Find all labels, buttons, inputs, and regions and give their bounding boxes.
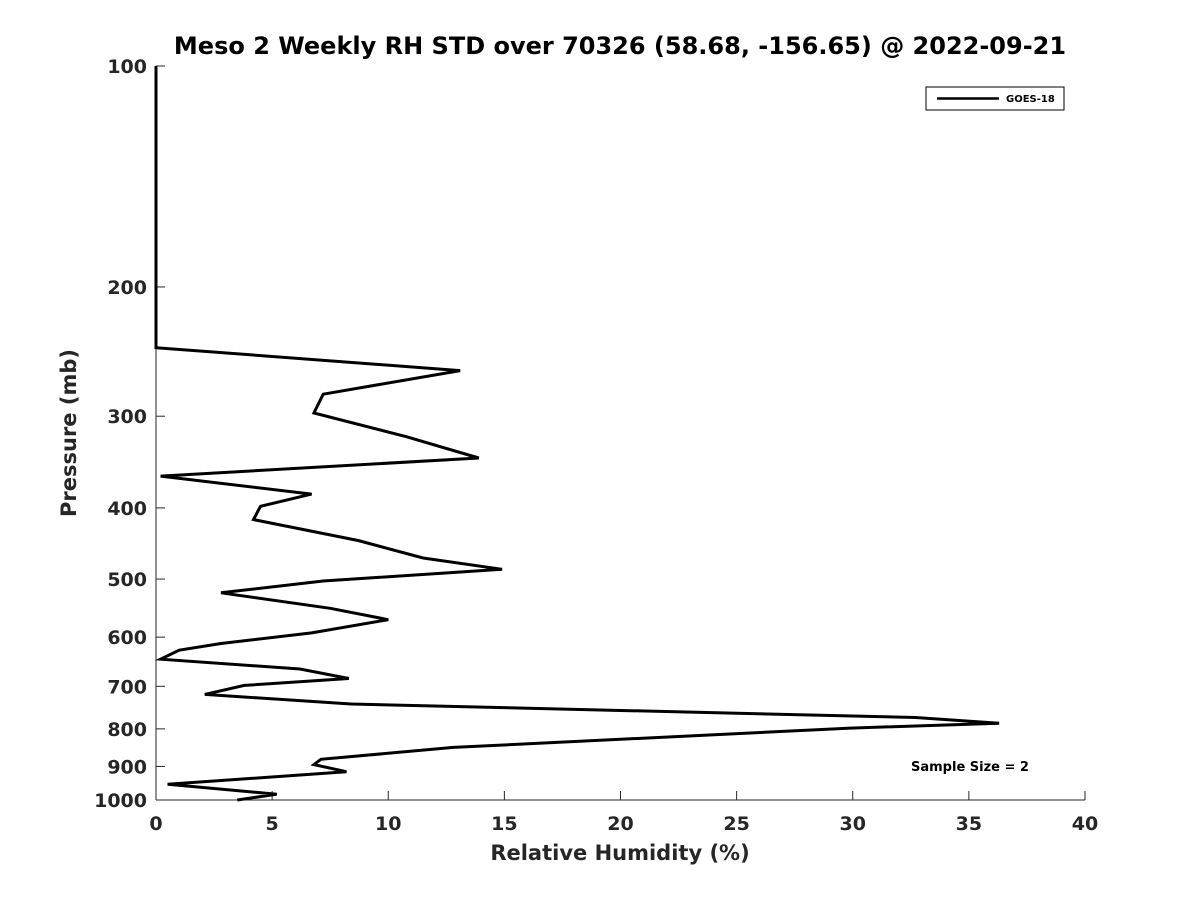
x-axis-label: Relative Humidity (%) bbox=[490, 841, 749, 865]
series-group bbox=[154, 66, 1000, 802]
y-tick-label: 500 bbox=[107, 569, 147, 591]
legend: GOES-18 bbox=[925, 86, 1065, 111]
chart-title: Meso 2 Weekly RH STD over 70326 (58.68, … bbox=[174, 32, 1066, 60]
y-tick-label: 1000 bbox=[94, 790, 147, 812]
sample-size-annotation: Sample Size = 2 bbox=[911, 760, 1029, 775]
x-ticks: 0 5 10 15 20 25 30 35 40 bbox=[149, 791, 1098, 835]
y-tick-label: 700 bbox=[107, 676, 147, 698]
x-tick-label: 0 bbox=[149, 813, 162, 835]
x-tick-label: 5 bbox=[266, 813, 279, 835]
y-tick-label: 200 bbox=[107, 277, 147, 299]
x-tick-label: 25 bbox=[723, 813, 749, 835]
x-tick-label: 20 bbox=[607, 813, 633, 835]
y-tick-label: 300 bbox=[107, 406, 147, 428]
y-ticks: 100 200 300 400 500 600 700 800 900 1000 bbox=[94, 56, 165, 812]
y-tick-label: 900 bbox=[107, 756, 147, 778]
x-tick-label: 15 bbox=[491, 813, 517, 835]
y-tick-label: 800 bbox=[107, 719, 147, 741]
y-tick-label: 400 bbox=[107, 498, 147, 520]
x-tick-label: 35 bbox=[956, 813, 982, 835]
y-tick-label: 600 bbox=[107, 627, 147, 649]
x-tick-label: 40 bbox=[1072, 813, 1098, 835]
y-tick-label: 100 bbox=[107, 56, 147, 78]
series-line-goes-18 bbox=[154, 66, 1000, 802]
legend-label-goes-18: GOES-18 bbox=[1006, 94, 1055, 105]
x-tick-label: 30 bbox=[840, 813, 866, 835]
x-tick-label: 10 bbox=[375, 813, 401, 835]
y-axis-label: Pressure (mb) bbox=[57, 349, 81, 517]
